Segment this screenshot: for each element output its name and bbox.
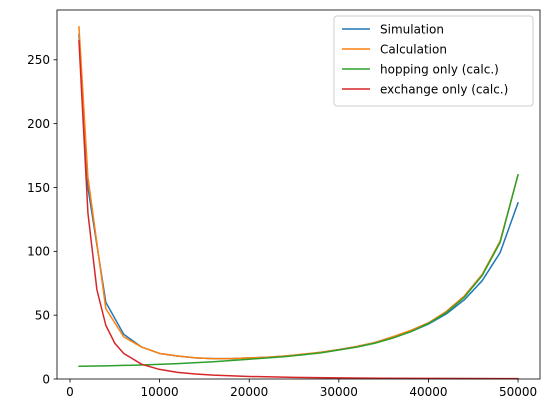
series-lines <box>78 25 519 380</box>
y-tick-label: 150 <box>27 181 50 195</box>
x-tick-label: 20000 <box>230 385 268 399</box>
legend-label-1: Simulation <box>380 22 444 36</box>
y-tick-label: 50 <box>35 308 50 322</box>
x-tick-label: 30000 <box>320 385 358 399</box>
legend-label-2: Calculation <box>380 42 447 56</box>
y-tick-label: 0 <box>42 372 50 386</box>
y-tick-label: 200 <box>27 117 50 131</box>
x-tick-label: 40000 <box>409 385 447 399</box>
legend-label-3: hopping only (calc.) <box>380 62 499 76</box>
y-axis: 0 50 100 150 200 250 <box>27 53 57 386</box>
plot-frame <box>56 9 541 380</box>
x-axis: 0 10000 20000 30000 40000 50000 <box>66 379 537 399</box>
x-tick-label: 0 <box>66 385 74 399</box>
legend-box <box>333 15 534 107</box>
y-tick-label: 100 <box>27 245 50 259</box>
x-tick-label: 10000 <box>141 385 179 399</box>
legend: Simulation Calculation hopping only (calc.… <box>333 15 534 107</box>
series-line-4 <box>78 39 519 380</box>
x-tick-label: 50000 <box>499 385 537 399</box>
y-tick-label: 250 <box>27 53 50 67</box>
series-line-3 <box>78 173 519 367</box>
legend-label-4: exchange only (calc.) <box>380 82 508 96</box>
